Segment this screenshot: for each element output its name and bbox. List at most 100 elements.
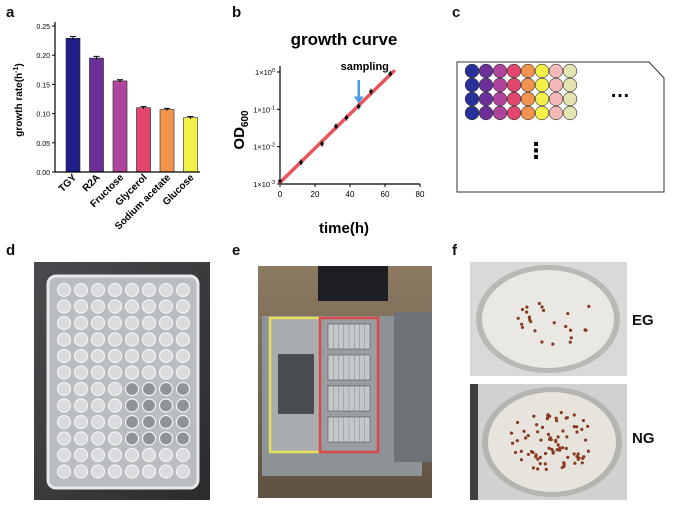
plate-well-photo bbox=[107, 299, 123, 314]
plate-well-photo bbox=[141, 348, 157, 364]
plate-well-photo bbox=[141, 315, 157, 331]
colony bbox=[541, 308, 546, 312]
plate-well bbox=[506, 91, 522, 107]
plate-well-photo bbox=[175, 398, 191, 413]
colony bbox=[583, 438, 588, 442]
colony bbox=[586, 424, 590, 428]
plate-well-photo bbox=[56, 365, 72, 380]
plate-well-photo bbox=[175, 299, 191, 314]
a-bar bbox=[136, 107, 151, 173]
plate-well-photo bbox=[141, 282, 157, 298]
plate-well bbox=[478, 91, 494, 107]
a-y-tick-label: 0.10 bbox=[36, 112, 50, 119]
plate-well-photo bbox=[73, 447, 89, 463]
plate-well-photo bbox=[158, 414, 174, 430]
plate-well-photo bbox=[175, 348, 191, 364]
plate-well-photo bbox=[107, 282, 123, 298]
plate-well-photo bbox=[124, 315, 140, 331]
b-sampling-label: sampling bbox=[341, 61, 389, 73]
colony bbox=[509, 431, 514, 435]
colony bbox=[548, 436, 552, 440]
plate-well-photo bbox=[90, 365, 106, 380]
plate-well-photo bbox=[124, 464, 140, 479]
colony bbox=[562, 464, 566, 468]
colony bbox=[566, 455, 570, 459]
plate-well-photo bbox=[141, 431, 157, 446]
colony bbox=[566, 311, 570, 316]
plate-well bbox=[548, 105, 564, 121]
b-y-tick-label: 1×10-1 bbox=[253, 105, 275, 114]
b-x-axis-label: time(h) bbox=[319, 220, 369, 237]
plate-well-photo bbox=[175, 414, 191, 430]
colony bbox=[525, 305, 529, 309]
colony bbox=[569, 336, 573, 340]
colony bbox=[531, 466, 536, 470]
ng-label: NG bbox=[632, 430, 655, 447]
plate-well-photo bbox=[73, 315, 89, 331]
instrument-photo bbox=[258, 266, 432, 498]
plate-well-photo bbox=[141, 365, 157, 380]
plate-well-photo bbox=[141, 464, 157, 479]
plate-well-photo bbox=[175, 381, 191, 397]
a-bar bbox=[112, 80, 128, 173]
colony bbox=[573, 461, 577, 465]
plate-well-photo bbox=[56, 332, 72, 347]
colony bbox=[511, 441, 515, 445]
plate-well bbox=[506, 63, 522, 79]
colony bbox=[554, 438, 558, 443]
colony bbox=[552, 321, 556, 325]
plate-well-photo bbox=[107, 414, 123, 430]
plate-well-photo bbox=[73, 381, 89, 397]
plate-well-photo bbox=[56, 398, 72, 413]
colony bbox=[513, 450, 518, 455]
a-y-axis-label: growth rate(h-1) bbox=[13, 63, 25, 136]
plate-well-photo bbox=[73, 348, 89, 364]
b-title: growth curve bbox=[291, 30, 398, 49]
b-x-tick-label: 40 bbox=[346, 190, 355, 199]
a-y-tick-label: 0.20 bbox=[36, 53, 50, 60]
plate-well-photo bbox=[124, 282, 140, 298]
colony bbox=[535, 423, 539, 427]
growth-rate-bar-chart: growth rate(h-1) 0.00 0.05 0.10 0.15 0.20 0.2… bbox=[13, 22, 200, 232]
plate-well-photo bbox=[158, 464, 174, 479]
plate-well-photo bbox=[107, 381, 123, 397]
plate-well-photo bbox=[73, 332, 89, 347]
plate-well-photo bbox=[90, 398, 106, 413]
b-sampling-arrowhead bbox=[353, 96, 364, 104]
colony bbox=[565, 435, 569, 439]
plate-well bbox=[562, 91, 578, 107]
plate-well-photo bbox=[107, 348, 123, 364]
plate-well-photo bbox=[158, 315, 174, 331]
plate-well-photo bbox=[90, 447, 106, 463]
b-data-point bbox=[334, 124, 338, 129]
plate-well bbox=[464, 63, 480, 79]
panel-label-c: c bbox=[452, 4, 461, 21]
plate-well bbox=[520, 105, 536, 121]
colony bbox=[564, 324, 568, 329]
b-y-tick-label: 1×10-2 bbox=[253, 143, 275, 152]
colony bbox=[519, 458, 524, 462]
plate-well-photo bbox=[107, 365, 123, 380]
plate-well-photo bbox=[56, 348, 72, 364]
colony bbox=[572, 452, 576, 456]
b-data-point bbox=[388, 71, 393, 76]
colony bbox=[582, 455, 586, 459]
panel-label-a: a bbox=[6, 4, 15, 21]
plate-well bbox=[562, 77, 578, 93]
plate-well-photo bbox=[56, 447, 72, 463]
a-bar bbox=[65, 37, 81, 173]
colony bbox=[534, 453, 538, 457]
plate-well-photo bbox=[158, 431, 174, 446]
colony bbox=[551, 451, 555, 455]
colony bbox=[540, 305, 544, 309]
plate-well-photo bbox=[90, 282, 106, 298]
colony bbox=[559, 410, 563, 415]
plate-well-photo bbox=[73, 431, 89, 446]
colony bbox=[515, 420, 520, 425]
colony bbox=[540, 425, 545, 429]
colony bbox=[568, 328, 573, 332]
petri-dish-ng bbox=[470, 384, 627, 500]
colony bbox=[580, 461, 584, 465]
plate-well bbox=[464, 77, 480, 93]
plate-well-photo bbox=[175, 282, 191, 298]
